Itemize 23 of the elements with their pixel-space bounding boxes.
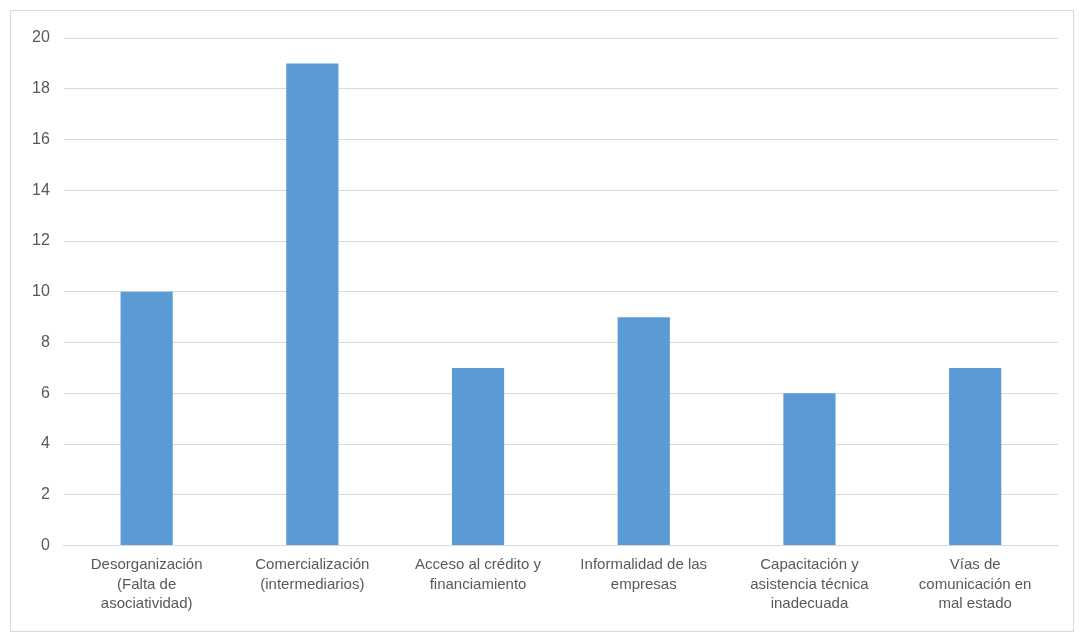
y-tick-label: 20	[32, 28, 50, 46]
y-tick-label: 12	[32, 231, 50, 249]
x-tick-label: Vías de comunicación en mal estado	[918, 555, 1032, 612]
x-tick-label: Informalidad de las empresas	[580, 555, 708, 592]
y-tick-label: 8	[40, 332, 50, 350]
y-tick-label: 2	[40, 485, 50, 503]
y-tick-label: 4	[40, 434, 50, 452]
y-tick-label: 10	[32, 282, 50, 300]
x-tick-label: Desorganización (Falta de asociatividad)	[90, 555, 203, 612]
y-tick-label: 14	[32, 180, 50, 198]
y-tick-label: 16	[32, 129, 50, 147]
x-tick-label: Acceso al crédito y financiamiento	[415, 555, 542, 592]
x-tick-label: Comercialización (intermediarios)	[255, 555, 370, 592]
bar	[617, 317, 670, 545]
x-tick-label: Capacitación y asistencia técnica inadecuada	[750, 555, 870, 612]
bar	[949, 367, 1002, 545]
y-tick-label: 18	[32, 79, 50, 97]
bar	[451, 367, 505, 545]
y-tick-label: 0	[40, 535, 50, 553]
bar	[783, 393, 836, 545]
y-tick-label: 6	[40, 383, 50, 401]
bar	[286, 63, 339, 545]
bar	[120, 291, 173, 545]
